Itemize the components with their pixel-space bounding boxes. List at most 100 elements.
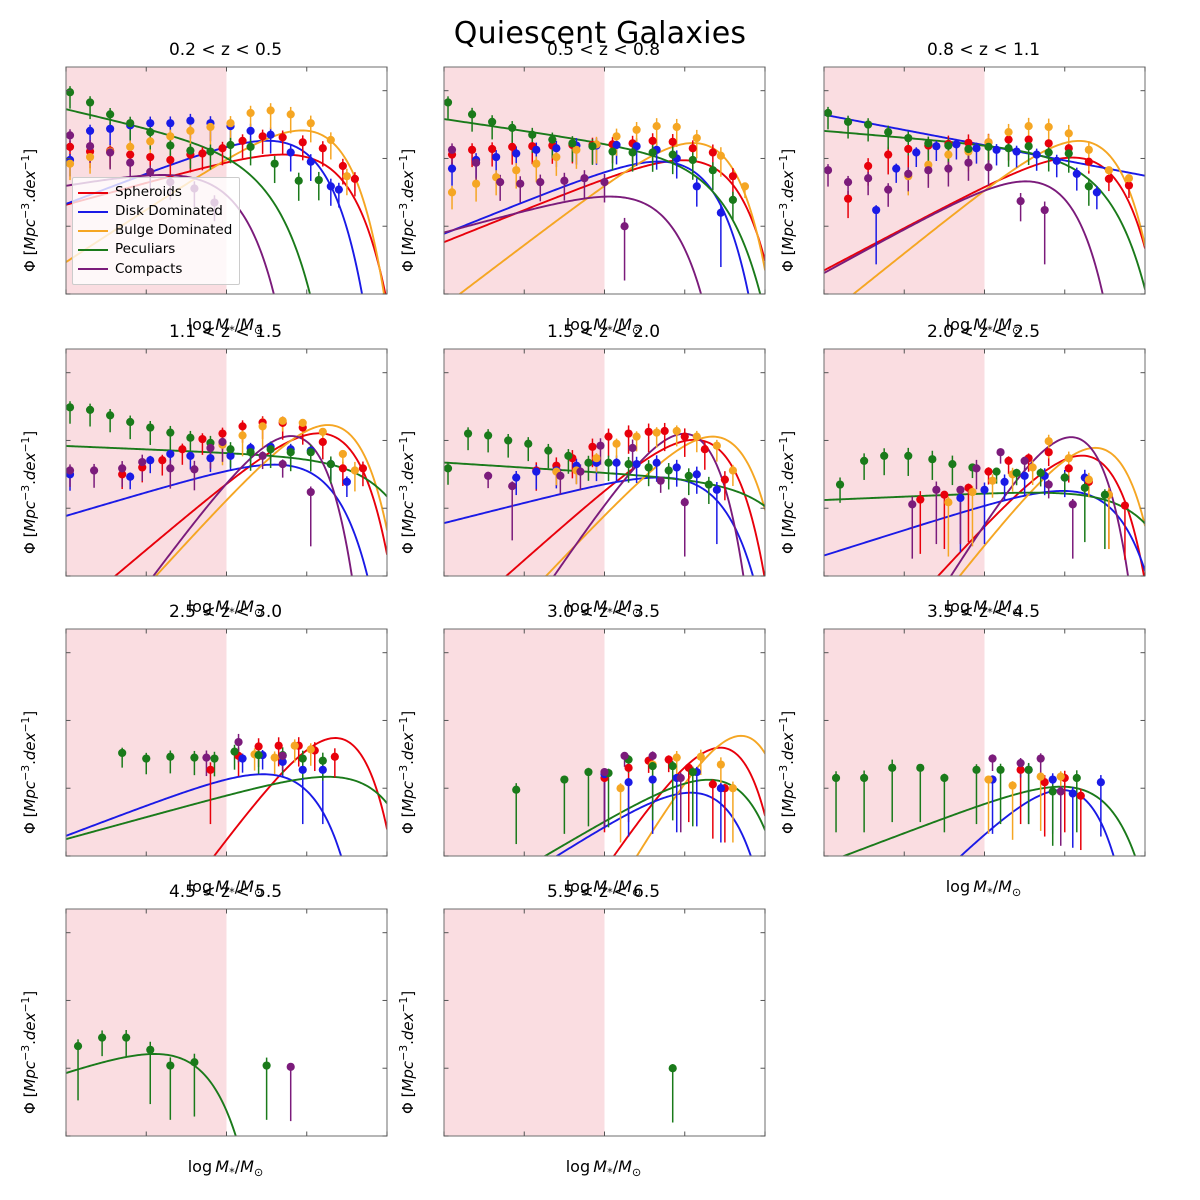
data-point [884,150,893,159]
data-point [996,448,1005,457]
data-point [126,119,135,128]
data-point [504,436,513,445]
data-point [198,434,207,444]
data-point [628,443,637,453]
data-point [306,487,315,497]
data-point [306,157,315,166]
data-point [1068,500,1077,509]
data-point [266,106,275,115]
data-point [588,142,597,151]
panel-title: 1.5 < z < 2.0 [546,322,661,342]
data-point [1048,775,1057,784]
data-point [186,116,195,125]
data-point [166,449,175,459]
data-point [604,432,613,441]
data-point [604,458,613,467]
data-point [138,457,147,467]
data-point [342,477,351,486]
fit-curve [66,463,369,576]
data-point [1028,463,1037,472]
legend-item-bulge-dominated[interactable]: Bulge Dominated [78,221,232,240]
data-point [728,784,737,793]
panel-10: 4.5 < z < 5.5 8910111210−210−410−610−8 log… [19,882,388,1179]
fit-curve [152,435,353,576]
fit-curve [66,1053,237,1136]
panel-title: 3.5 < z < 4.5 [926,602,1041,622]
data-point [1036,468,1045,478]
panel-1: 0.2 < z < 0.58910111210−210−410−610−8log… [19,40,388,337]
panel-title: 0.2 < z < 0.5 [168,40,283,60]
x-axis-label: log M*/M⊙ [565,597,642,620]
legend-item-spheroids[interactable]: Spheroids [78,183,232,202]
data-point [326,460,335,469]
data-point [106,124,115,133]
data-point [944,150,953,159]
data-point [1020,471,1029,480]
data-point [126,150,135,159]
data-point [206,147,215,156]
data-point [988,754,997,763]
data-point [318,765,327,774]
y-axis-label: Φ [Mpc−3.dex−1] [397,148,417,272]
data-point [912,148,921,157]
data-point [286,110,295,119]
data-point [728,172,737,181]
data-point [956,493,965,503]
figure-title: Quiescent Galaxies [453,16,747,51]
data-point [716,151,725,160]
incompleteness-shading [66,629,227,856]
data-point [126,472,135,481]
data-point [338,464,347,473]
data-point [278,416,287,425]
legend-item-label: Compacts [115,260,183,277]
panel-title: 0.8 < z < 1.1 [926,40,1041,60]
data-point [584,767,593,777]
fit-curve [444,195,703,294]
data-point [992,145,1001,154]
legend-item-peculiars[interactable]: Peculiars [78,240,232,259]
plot-area: 8910111210−210−410−610−8 [823,628,1146,857]
data-point [692,182,701,191]
data-point [326,182,335,191]
data-point [496,178,505,187]
x-axis-label: log M*/M⊙ [565,877,642,900]
legend-item-disk-dominated[interactable]: Disk Dominated [78,202,232,221]
data-point [648,751,657,760]
data-point [580,174,589,183]
data-point [672,753,681,762]
data-point [824,166,833,175]
data-point [700,445,709,454]
data-point [1004,135,1013,144]
data-point [338,161,347,171]
data-point [488,117,497,126]
data-point [166,1061,175,1070]
data-point [226,445,235,454]
data-point [106,148,115,157]
data-point [444,464,453,473]
data-point [166,119,175,128]
legend-item-compacts[interactable]: Compacts [78,260,232,279]
plot-area: 8910111210−210−410−610−8 [65,348,388,577]
data-point [254,742,263,751]
data-point [126,142,135,151]
plot-area: 8910111210−210−410−610−8 [443,348,766,577]
data-point [85,405,95,414]
legend-line-icon [78,249,108,252]
data-point [624,778,633,787]
data-point [608,147,617,156]
panel-title: 5.5 < z < 6.5 [546,882,661,902]
y-axis-label: Φ [Mpc−3.dex−1] [19,990,39,1114]
fit-curve [612,746,765,856]
data-point [612,458,621,467]
data-point [472,158,481,167]
data-point [158,456,167,465]
data-point [672,122,681,132]
data-point [668,150,677,159]
data-point [516,179,525,188]
fit-curve [444,476,754,576]
data-point [984,467,993,476]
data-point [238,136,247,145]
data-point [696,752,705,761]
data-point [1104,166,1113,175]
data-point [226,119,235,128]
